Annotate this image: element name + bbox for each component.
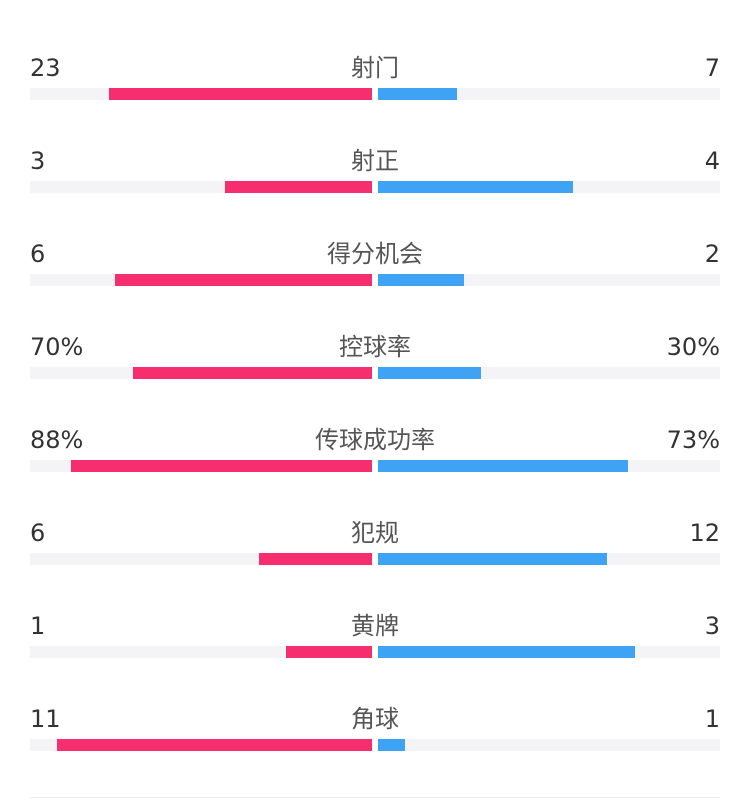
stat-row: 3 射正 4	[0, 141, 750, 234]
home-bar	[133, 367, 372, 379]
away-track	[378, 739, 720, 751]
away-value: 30%	[666, 333, 720, 361]
away-value: 7	[704, 54, 720, 82]
away-value: 4	[704, 147, 720, 175]
stat-row: 23 射门 7	[0, 48, 750, 141]
home-value: 6	[30, 519, 46, 547]
away-track	[378, 460, 720, 472]
home-bar	[109, 88, 372, 100]
stat-label: 控球率	[339, 333, 411, 361]
away-value: 1	[704, 705, 720, 733]
away-track	[378, 367, 720, 379]
stat-row: 6 得分机会 2	[0, 234, 750, 327]
bottom-divider	[30, 797, 720, 798]
stat-label: 犯规	[351, 519, 399, 547]
stat-label: 得分机会	[327, 240, 423, 268]
away-track	[378, 646, 720, 658]
away-track	[378, 274, 720, 286]
away-bar	[378, 739, 405, 751]
home-track	[30, 646, 372, 658]
home-bar	[225, 181, 372, 193]
home-value: 88%	[30, 426, 84, 454]
away-bar	[378, 553, 607, 565]
home-value: 23	[30, 54, 61, 82]
away-bar	[378, 646, 635, 658]
away-value: 12	[689, 519, 720, 547]
home-value: 3	[30, 147, 46, 175]
stat-row: 70% 控球率 30%	[0, 327, 750, 420]
stat-row: 88% 传球成功率 73%	[0, 420, 750, 513]
stat-label: 传球成功率	[315, 426, 435, 454]
home-value: 6	[30, 240, 46, 268]
stat-label: 射门	[351, 54, 399, 82]
away-bar	[378, 460, 628, 472]
home-bar	[115, 274, 372, 286]
home-track	[30, 88, 372, 100]
home-bar	[57, 739, 372, 751]
stat-row: 6 犯规 12	[0, 513, 750, 606]
away-track	[378, 181, 720, 193]
home-track	[30, 553, 372, 565]
stat-row: 11 角球 1	[0, 699, 750, 792]
stat-label: 黄牌	[351, 612, 399, 640]
away-bar	[378, 88, 457, 100]
away-value: 73%	[666, 426, 720, 454]
away-value: 3	[704, 612, 720, 640]
home-value: 1	[30, 612, 46, 640]
stat-label: 角球	[351, 705, 399, 733]
home-track	[30, 739, 372, 751]
home-track	[30, 274, 372, 286]
home-bar	[286, 646, 372, 658]
home-track	[30, 181, 372, 193]
stat-label: 射正	[351, 147, 399, 175]
home-bar	[259, 553, 372, 565]
away-track	[378, 88, 720, 100]
home-track	[30, 460, 372, 472]
home-track	[30, 367, 372, 379]
home-value: 70%	[30, 333, 84, 361]
away-bar	[378, 367, 481, 379]
away-value: 2	[704, 240, 720, 268]
home-value: 11	[30, 705, 61, 733]
away-bar	[378, 181, 573, 193]
away-track	[378, 553, 720, 565]
away-bar	[378, 274, 464, 286]
home-bar	[71, 460, 372, 472]
stat-row: 1 黄牌 3	[0, 606, 750, 699]
